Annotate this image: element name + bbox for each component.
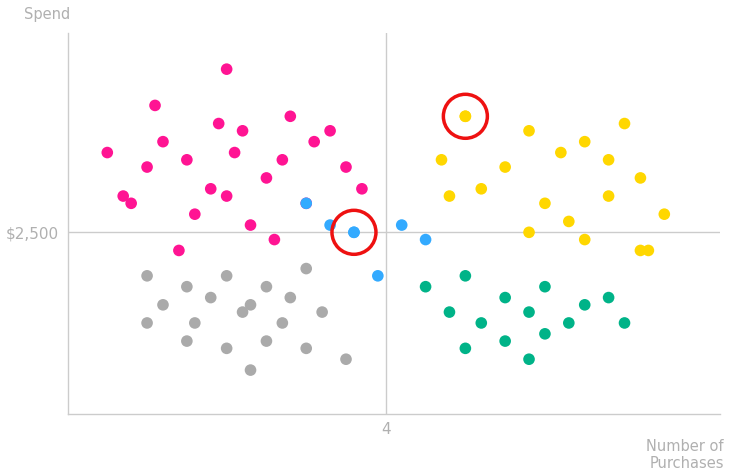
Point bbox=[348, 228, 360, 236]
Point bbox=[562, 319, 574, 327]
Point bbox=[157, 138, 169, 145]
Point bbox=[539, 330, 551, 337]
Point bbox=[555, 149, 567, 157]
Point bbox=[173, 247, 185, 254]
Point bbox=[244, 366, 256, 374]
Point bbox=[157, 301, 169, 309]
Point bbox=[276, 319, 288, 327]
Point bbox=[220, 345, 232, 352]
Point bbox=[634, 174, 646, 182]
Point bbox=[220, 65, 232, 73]
Point bbox=[500, 337, 512, 345]
Point bbox=[189, 211, 201, 218]
Point bbox=[213, 120, 225, 127]
Point bbox=[284, 294, 296, 301]
Point bbox=[189, 319, 201, 327]
Point bbox=[220, 192, 232, 200]
Point bbox=[300, 200, 312, 207]
Point bbox=[539, 283, 551, 290]
Point bbox=[340, 355, 352, 363]
Point bbox=[244, 221, 256, 229]
Point bbox=[602, 294, 614, 301]
Point bbox=[181, 156, 193, 164]
Point bbox=[602, 192, 614, 200]
Point bbox=[459, 112, 471, 120]
Point bbox=[340, 163, 352, 171]
Point bbox=[141, 319, 153, 327]
Point bbox=[260, 337, 272, 345]
Point bbox=[300, 345, 312, 352]
Point bbox=[443, 308, 455, 316]
Point bbox=[260, 283, 272, 290]
Point bbox=[500, 163, 512, 171]
Point bbox=[523, 308, 535, 316]
Point bbox=[419, 283, 431, 290]
Point bbox=[236, 127, 248, 134]
Point bbox=[579, 138, 591, 145]
Point bbox=[459, 112, 471, 120]
Point bbox=[244, 301, 256, 309]
Point bbox=[149, 102, 161, 109]
Point bbox=[372, 272, 384, 280]
Point bbox=[284, 112, 296, 120]
Point bbox=[436, 156, 448, 164]
Point bbox=[260, 174, 272, 182]
Point bbox=[316, 308, 328, 316]
Point bbox=[324, 127, 336, 134]
Point bbox=[236, 308, 248, 316]
Point bbox=[523, 127, 535, 134]
Text: Spend: Spend bbox=[24, 7, 70, 22]
Point bbox=[268, 236, 280, 243]
Point bbox=[205, 294, 217, 301]
Point bbox=[459, 345, 471, 352]
Point bbox=[619, 319, 631, 327]
Point bbox=[459, 272, 471, 280]
Point bbox=[523, 228, 535, 236]
Point bbox=[562, 218, 574, 225]
Point bbox=[443, 192, 455, 200]
Point bbox=[117, 192, 129, 200]
Point bbox=[324, 221, 336, 229]
Point bbox=[476, 319, 488, 327]
Point bbox=[141, 272, 153, 280]
Point bbox=[500, 294, 512, 301]
Point bbox=[276, 156, 288, 164]
Point bbox=[602, 156, 614, 164]
Point bbox=[141, 163, 153, 171]
Point bbox=[125, 200, 137, 207]
Point bbox=[539, 200, 551, 207]
Point bbox=[619, 120, 631, 127]
Point bbox=[523, 355, 535, 363]
Point bbox=[579, 301, 591, 309]
Point bbox=[396, 221, 408, 229]
Point bbox=[419, 236, 431, 243]
Point bbox=[643, 247, 655, 254]
Point bbox=[181, 337, 193, 345]
Point bbox=[308, 138, 320, 145]
Point bbox=[300, 265, 312, 272]
Point bbox=[181, 283, 193, 290]
Point bbox=[348, 228, 360, 236]
Point bbox=[658, 211, 670, 218]
Point bbox=[634, 247, 646, 254]
Point bbox=[300, 200, 312, 207]
Point bbox=[229, 149, 241, 157]
Point bbox=[220, 272, 232, 280]
Text: Number of
Purchases: Number of Purchases bbox=[646, 439, 724, 470]
Point bbox=[476, 185, 488, 193]
Point bbox=[356, 185, 368, 193]
Point bbox=[205, 185, 217, 193]
Point bbox=[579, 236, 591, 243]
Point bbox=[101, 149, 113, 157]
